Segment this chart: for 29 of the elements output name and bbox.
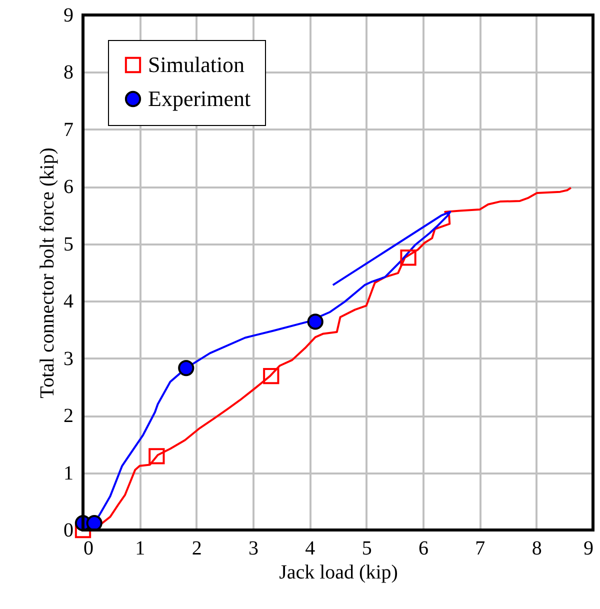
x-tick-label: 3 <box>248 538 258 560</box>
x-tick-label: 0 <box>84 538 94 560</box>
x-tick-label: 6 <box>418 538 428 560</box>
x-tick-label: 4 <box>305 538 316 560</box>
x-tick-label: 9 <box>584 538 594 560</box>
y-tick-label: 6 <box>64 176 74 198</box>
point <box>263 368 280 384</box>
y-tick-label: 0 <box>64 520 74 542</box>
y-tick-label: 5 <box>64 233 74 256</box>
point <box>400 250 416 266</box>
y-tick-label: 4 <box>64 290 74 313</box>
point <box>307 314 324 330</box>
y-tick-label: 8 <box>64 62 74 84</box>
y-tick-label: 2 <box>64 405 74 428</box>
x-tick-label: 8 <box>532 538 542 560</box>
x-tick-label: 1 <box>135 538 146 560</box>
point <box>178 360 194 376</box>
y-tick-label: 1 <box>64 462 74 484</box>
point <box>148 448 165 464</box>
legend-label: Experiment <box>148 86 251 111</box>
legend-label: Simulation <box>148 52 245 77</box>
x-axis-title: Jack load (kip) <box>279 562 398 584</box>
x-tick-label: 2 <box>192 538 202 560</box>
x-tick-label: 5 <box>362 538 372 560</box>
y-tick-label: 9 <box>64 4 74 26</box>
y-tick-label: 3 <box>64 348 74 370</box>
x-tick-label: 7 <box>475 538 486 560</box>
y-tick-label: 7 <box>64 118 74 141</box>
y-axis-title: Total connector bolt force (kip) <box>36 148 58 398</box>
